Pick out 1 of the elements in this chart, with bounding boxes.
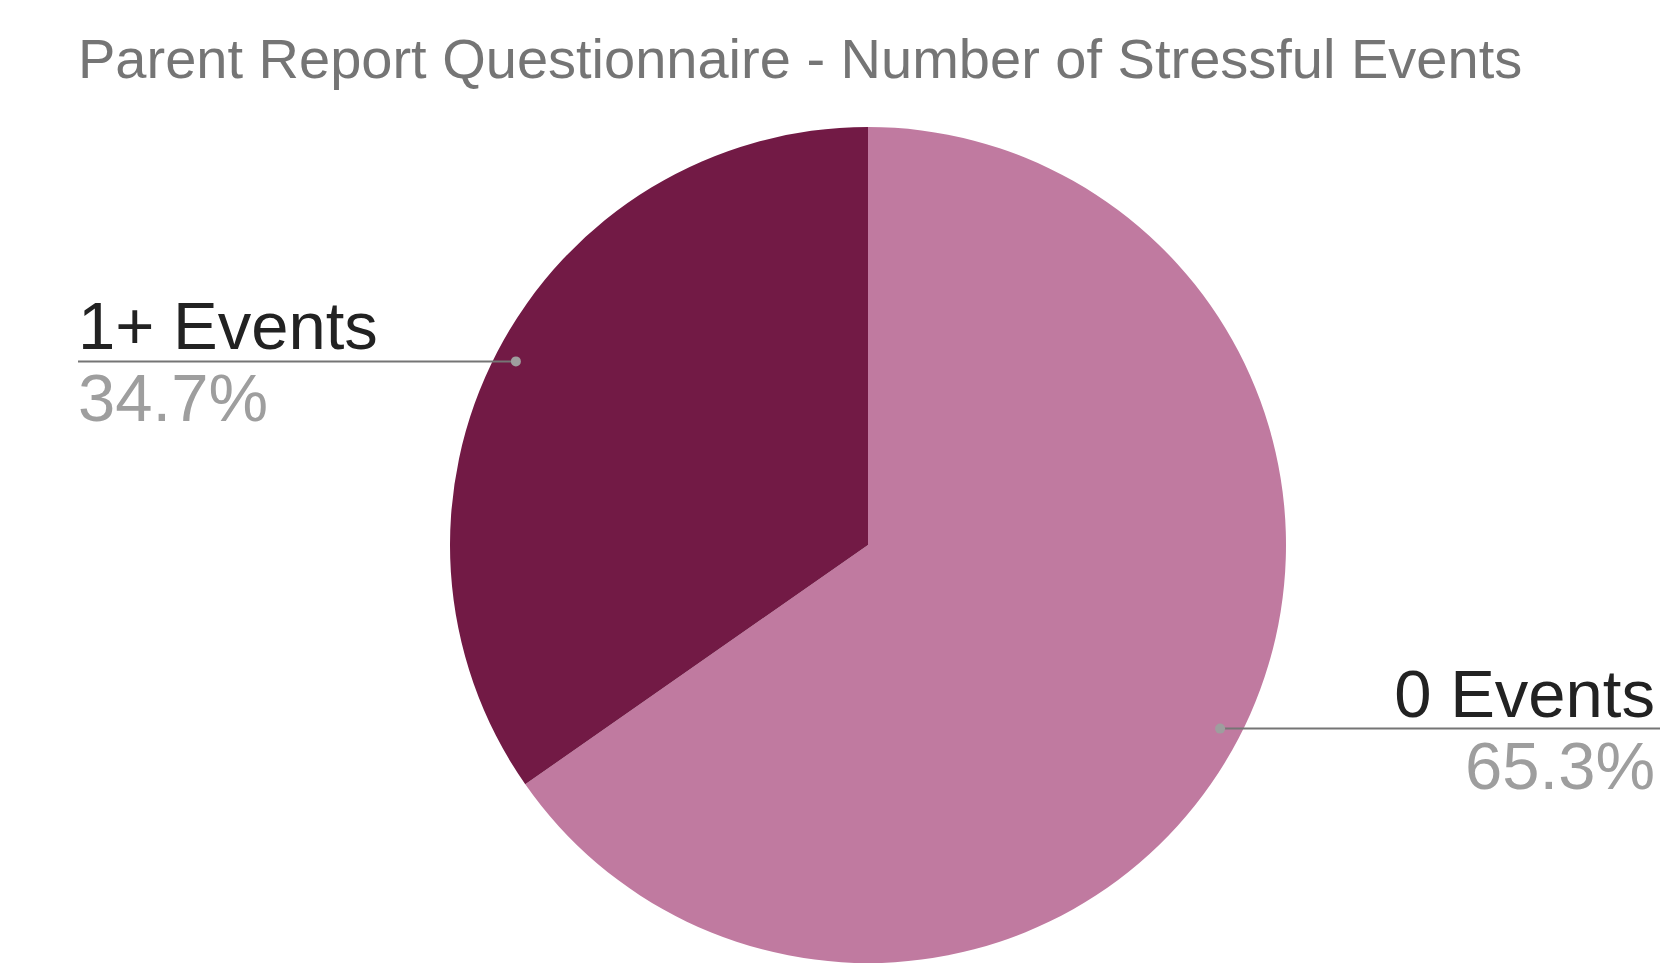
chart-title: Parent Report Questionnaire - Number of Stressful Events: [78, 27, 1523, 91]
